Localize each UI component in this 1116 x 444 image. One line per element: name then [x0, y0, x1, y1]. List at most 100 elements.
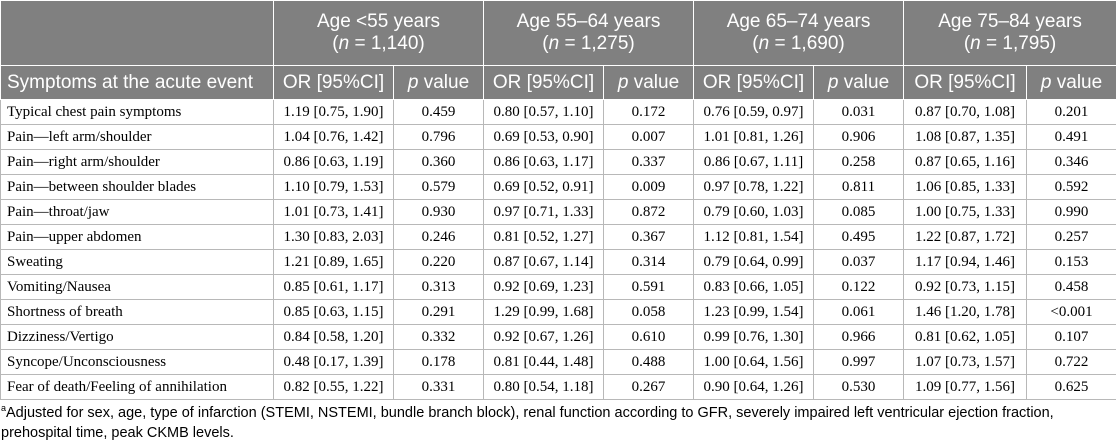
table-row: Shortness of breath 0.85 [0.63, 1.15] 0.29… — [0, 299, 1116, 325]
symptom-cell: Pain—between shoulder blades — [0, 174, 274, 200]
p-value-column-header: p value — [602, 65, 695, 100]
symptom-cell: Shortness of breath — [0, 299, 274, 325]
p-value-cell: 0.122 — [813, 274, 905, 300]
or-ci-cell: 1.01 [0.81, 1.26] — [693, 124, 815, 150]
table-row: Sweating 1.21 [0.89, 1.65] 0.220 0.87 [0.67… — [0, 249, 1116, 275]
age-group-header: Age 55–64 years (n = 1,275) — [482, 0, 695, 66]
or-ci-cell: 1.22 [0.87, 1.72] — [903, 224, 1028, 250]
or-column-header: OR [95%CI] — [903, 65, 1028, 100]
or-ci-cell: 0.84 [0.58, 1.20] — [273, 324, 394, 350]
symptom-cell: Pain—right arm/shoulder — [0, 149, 274, 175]
or-ci-cell: 0.90 [0.64, 1.26] — [693, 374, 815, 400]
or-ci-cell: 0.79 [0.60, 1.03] — [693, 199, 815, 225]
p-value-cell: 0.811 — [813, 174, 905, 200]
or-ci-cell: 1.46 [1.20, 1.78] — [903, 299, 1028, 325]
or-column-header: OR [95%CI] — [693, 65, 815, 100]
age-group-header-row: Age <55 years (n = 1,140) Age 55–64 year… — [0, 0, 1116, 66]
or-ci-cell: 1.01 [0.73, 1.41] — [273, 199, 394, 225]
table-row: Pain—between shoulder blades 1.10 [0.79, … — [0, 174, 1116, 200]
p-value-cell: 0.031 — [813, 99, 905, 125]
p-value-cell: 0.872 — [602, 199, 695, 225]
or-ci-cell: 0.99 [0.76, 1.30] — [693, 324, 815, 350]
p-value-column-header: p value — [393, 65, 484, 100]
or-ci-cell: 1.04 [0.76, 1.42] — [273, 124, 394, 150]
table-row: Syncope/Unconsciousness 0.48 [0.17, 1.39]… — [0, 349, 1116, 375]
or-column-header: OR [95%CI] — [483, 65, 604, 100]
table-row: Pain—left arm/shoulder 1.04 [0.76, 1.42] 0… — [0, 124, 1116, 150]
p-value-cell: 0.331 — [393, 374, 484, 400]
p-value-cell: 0.579 — [393, 174, 484, 200]
n-symbol: n — [970, 33, 981, 54]
table-body: Typical chest pain symptoms 1.19 [0.75, 1… — [0, 99, 1116, 400]
or-ci-cell: 1.30 [0.83, 2.03] — [273, 224, 394, 250]
table-footnote: aAdjusted for sex, age, type of infarcti… — [1, 403, 1115, 443]
symptom-cell: Vomiting/Nausea — [0, 274, 274, 300]
or-ci-cell: 0.92 [0.67, 1.26] — [483, 324, 604, 350]
p-value-cell: 0.458 — [1026, 274, 1116, 300]
p-value-cell: 0.257 — [1026, 224, 1116, 250]
or-ci-cell: 0.85 [0.63, 1.15] — [273, 299, 394, 325]
empty-header-cell — [0, 0, 274, 66]
or-ci-cell: 1.17 [0.94, 1.46] — [903, 249, 1028, 275]
or-ci-cell: 1.10 [0.79, 1.53] — [273, 174, 394, 200]
p-value-cell: 0.178 — [393, 349, 484, 375]
p-value-cell: 0.291 — [393, 299, 484, 325]
symptom-cell: Pain—left arm/shoulder — [0, 124, 274, 150]
p-value-cell: 0.367 — [602, 224, 695, 250]
n-count: = 1,795) — [980, 33, 1057, 54]
p-value-cell: 0.488 — [602, 349, 695, 375]
age-group-label: Age 55–64 years — [516, 11, 661, 32]
table-row: Vomiting/Nausea 0.85 [0.61, 1.17] 0.313 0.9… — [0, 274, 1116, 300]
or-ci-cell: 0.69 [0.52, 0.91] — [483, 174, 604, 200]
or-ci-cell: 0.97 [0.78, 1.22] — [693, 174, 815, 200]
or-ci-cell: 0.86 [0.67, 1.11] — [693, 149, 815, 175]
column-header-row: Symptoms at the acute event OR [95%CI] p… — [0, 65, 1116, 100]
p-value-cell: 0.722 — [1026, 349, 1116, 375]
or-ci-cell: 1.08 [0.87, 1.35] — [903, 124, 1028, 150]
p-value-column-header: p value — [1026, 65, 1116, 100]
symptom-cell: Pain—upper abdomen — [0, 224, 274, 250]
or-ci-cell: 0.86 [0.63, 1.19] — [273, 149, 394, 175]
p-value-cell: 0.495 — [813, 224, 905, 250]
n-count: = 1,690) — [769, 33, 845, 54]
or-ci-cell: 0.87 [0.65, 1.16] — [903, 149, 1028, 175]
or-ci-cell: 0.86 [0.63, 1.17] — [483, 149, 604, 175]
p-value-cell: 0.009 — [602, 174, 695, 200]
or-ci-cell: 1.12 [0.81, 1.54] — [693, 224, 815, 250]
or-ci-cell: 0.81 [0.44, 1.48] — [483, 349, 604, 375]
symptom-cell: Typical chest pain symptoms — [0, 99, 274, 125]
p-value-cell: 0.459 — [393, 99, 484, 125]
p-value-cell: <0.001 — [1026, 299, 1116, 325]
age-group-header: Age 75–84 years (n = 1,795) — [903, 0, 1116, 66]
p-value-cell: 0.267 — [602, 374, 695, 400]
p-value-cell: 0.201 — [1026, 99, 1116, 125]
n-symbol: n — [758, 33, 770, 54]
table-row: Dizziness/Vertigo 0.84 [0.58, 1.20] 0.332 0… — [0, 324, 1116, 350]
p-value-column-header: p value — [813, 65, 905, 100]
p-value-cell: 0.058 — [602, 299, 695, 325]
symptoms-column-header: Symptoms at the acute event — [0, 65, 274, 100]
or-ci-cell: 0.87 [0.67, 1.14] — [483, 249, 604, 275]
or-ci-cell: 0.82 [0.55, 1.22] — [273, 374, 394, 400]
or-ci-cell: 1.29 [0.99, 1.68] — [483, 299, 604, 325]
p-value-cell: 0.990 — [1026, 199, 1116, 225]
or-ci-cell: 1.00 [0.75, 1.33] — [903, 199, 1028, 225]
age-group-label: Age 75–84 years — [938, 11, 1082, 32]
p-value-cell: 0.107 — [1026, 324, 1116, 350]
p-value-cell: 0.061 — [813, 299, 905, 325]
or-ci-cell: 0.69 [0.53, 0.90] — [483, 124, 604, 150]
or-ci-cell: 0.97 [0.71, 1.33] — [483, 199, 604, 225]
footnote-text: Adjusted for sex, age, type of infarctio… — [1, 405, 1054, 441]
p-value-cell: 0.246 — [393, 224, 484, 250]
table-row: Pain—throat/jaw 1.01 [0.73, 1.41] 0.930 0.9… — [0, 199, 1116, 225]
or-ci-cell: 0.81 [0.52, 1.27] — [483, 224, 604, 250]
symptom-cell: Dizziness/Vertigo — [0, 324, 274, 350]
p-value-cell: 0.796 — [393, 124, 484, 150]
n-symbol: n — [548, 33, 560, 54]
p-value-cell: 0.530 — [813, 374, 905, 400]
or-ci-cell: 0.87 [0.70, 1.08] — [903, 99, 1028, 125]
or-ci-cell: 1.23 [0.99, 1.54] — [693, 299, 815, 325]
or-ci-cell: 0.80 [0.57, 1.10] — [483, 99, 604, 125]
or-ci-cell: 1.09 [0.77, 1.56] — [903, 374, 1028, 400]
table-row: Fear of death/Feeling of annihilation 0.8… — [0, 374, 1116, 400]
